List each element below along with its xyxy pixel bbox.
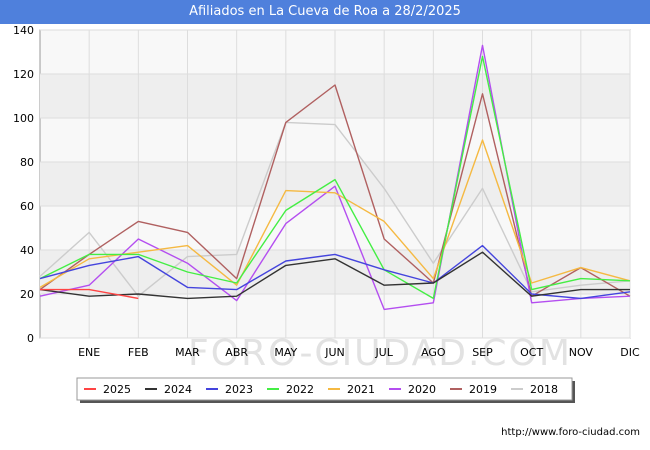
x-tick-label: FEB <box>128 346 149 359</box>
watermark: FORO-CIUDAD.COM <box>188 333 572 374</box>
y-tick-label: 20 <box>20 288 34 301</box>
x-tick-label: AGO <box>421 346 446 359</box>
y-tick-label: 40 <box>20 244 34 257</box>
y-tick-label: 0 <box>27 332 34 345</box>
legend-label-2022: 2022 <box>286 383 314 396</box>
x-tick-label: JUL <box>374 346 393 359</box>
x-axis-ticks: ENE FEB MAR ABR MAY JUN JUL AGO SEP OCT NOV DIC <box>78 346 640 359</box>
x-tick-label: SEP <box>472 346 493 359</box>
x-tick-label: JUN <box>324 346 345 359</box>
legend-label-2025: 2025 <box>103 383 131 396</box>
x-tick-label: DIC <box>620 346 640 359</box>
x-tick-label: MAR <box>175 346 200 359</box>
x-tick-label: OCT <box>520 346 543 359</box>
y-tick-label: 120 <box>13 68 34 81</box>
legend-label-2019: 2019 <box>469 383 497 396</box>
y-tick-label: 100 <box>13 112 34 125</box>
watermark-text: FORO-CIUDAD.COM <box>188 333 572 374</box>
grid <box>40 29 631 339</box>
legend: 2025 2024 2023 2022 2021 2020 2019 2018 <box>76 377 575 403</box>
legend-label-2023: 2023 <box>225 383 253 396</box>
series-line-2020 <box>39 44 631 311</box>
series-line-2018 <box>39 121 631 297</box>
legend-label-2024: 2024 <box>164 383 192 396</box>
legend-label-2020: 2020 <box>408 383 436 396</box>
x-tick-label: ENE <box>78 346 100 359</box>
y-tick-label: 80 <box>20 156 34 169</box>
series-lines <box>39 44 631 311</box>
x-tick-label: NOV <box>569 346 594 359</box>
y-tick-label: 140 <box>13 24 34 37</box>
legend-label-2018: 2018 <box>530 383 558 396</box>
source-url[interactable]: http://www.foro-ciudad.com <box>501 427 640 438</box>
y-axis-ticks: 0 20 40 60 80 100 120 140 <box>13 24 34 345</box>
x-tick-label: ABR <box>225 346 248 359</box>
x-tick-label: MAY <box>274 346 297 359</box>
y-tick-label: 60 <box>20 200 34 213</box>
series-line-2022 <box>39 55 631 300</box>
legend-box <box>76 377 573 401</box>
series-line-2021 <box>39 139 631 289</box>
series-line-2023 <box>39 244 631 300</box>
series-line-2024 <box>39 251 630 300</box>
legend-label-2021: 2021 <box>347 383 375 396</box>
series-line-2025 <box>40 288 139 300</box>
chart-title: Afiliados en La Cueva de Roa a 28/2/2025 <box>0 0 650 24</box>
